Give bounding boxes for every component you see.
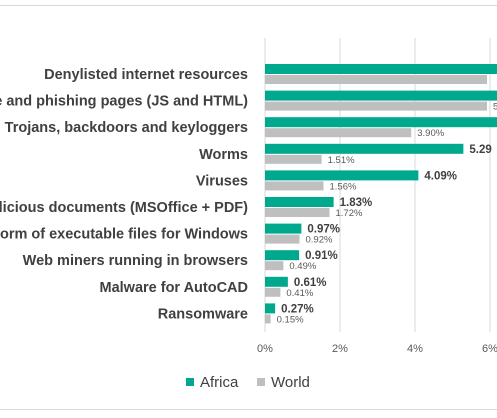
data-label-africa: 4.09%	[424, 170, 457, 182]
data-label-africa: 0.91%	[305, 250, 338, 262]
bar-world	[265, 234, 300, 244]
data-label-africa: 5.29	[469, 144, 491, 156]
bar-world	[265, 128, 412, 138]
data-label-world: 3.90%	[417, 128, 444, 139]
x-tick-label: 2%	[332, 343, 348, 355]
bar-africa	[265, 303, 276, 314]
category-label: Malware in the form of executable files …	[0, 227, 248, 243]
category-label: Viruses	[196, 173, 248, 189]
bar-africa	[265, 170, 419, 181]
category-label: Malware and phishing pages (JS and HTML)	[0, 94, 248, 110]
x-tick-label: 0%	[257, 343, 273, 355]
bar-africa	[265, 117, 497, 128]
bar-world	[265, 154, 322, 164]
data-label-world: 0.92%	[306, 235, 333, 246]
legend-swatch-world	[257, 378, 265, 386]
bar-africa	[265, 143, 464, 154]
bar-africa	[265, 223, 302, 234]
bar-africa	[265, 64, 497, 74]
data-label-world: 0.41%	[286, 288, 313, 299]
x-tick-label: 6%	[482, 343, 497, 355]
data-label-world: 0.49%	[289, 261, 316, 272]
category-label: Web miners running in browsers	[23, 253, 248, 269]
legend-label-world: World	[271, 374, 310, 391]
category-label: Malicious documents (MSOffice + PDF)	[0, 200, 248, 216]
bar-world	[265, 101, 487, 111]
x-tick-label: 4%	[407, 343, 423, 355]
bar-africa	[265, 250, 300, 261]
category-label: Worms	[199, 147, 248, 163]
data-label-africa: 0.27%	[281, 303, 314, 315]
chart-frame	[0, 5, 497, 410]
data-label-africa: 0.61%	[294, 277, 327, 289]
bar-africa	[265, 276, 288, 287]
category-label: Malware for AutoCAD	[100, 280, 249, 296]
category-label: Ransomware	[158, 306, 248, 322]
data-label-world: 1.56%	[330, 181, 357, 192]
category-label: Denylisted internet resources	[44, 67, 248, 83]
data-label-africa: 1.83%	[340, 197, 373, 209]
bar-world	[265, 261, 284, 271]
data-label-world: 1.72%	[336, 208, 363, 219]
bar-world	[265, 181, 324, 191]
legend-label-africa: Africa	[200, 374, 239, 391]
category-label: Trojans, backdoors and keyloggers	[5, 120, 248, 136]
bar-world	[265, 208, 330, 217]
data-label-africa: 0.97%	[307, 224, 340, 236]
legend-swatch-africa	[186, 378, 194, 386]
bar-world	[265, 314, 271, 324]
bar-africa	[265, 197, 334, 207]
bar-world	[265, 75, 487, 84]
data-label-world: 0.15%	[277, 314, 304, 325]
data-label-world: 1.51%	[328, 155, 355, 166]
bar-africa	[265, 90, 497, 101]
bar-world	[265, 287, 281, 297]
data-label-world: 5	[493, 102, 497, 113]
